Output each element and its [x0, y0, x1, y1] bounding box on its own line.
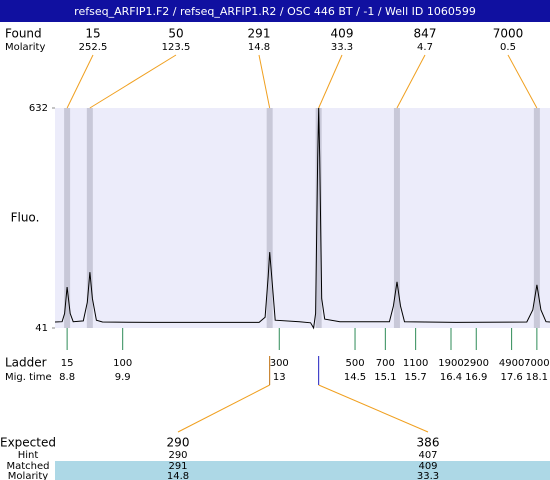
found-molarity: 123.5 [162, 42, 191, 53]
expected-connector [318, 384, 429, 433]
expected-connector [177, 384, 270, 433]
found-connector [318, 54, 343, 109]
ladder-size: 7000 [524, 358, 549, 369]
found-molarity: 0.5 [500, 42, 516, 53]
mig-time: 18.1 [526, 372, 548, 383]
mig-time: 14.5 [344, 372, 366, 383]
mig-time: 8.8 [59, 372, 75, 383]
expected-matched: 409 [418, 461, 437, 472]
found-connector [89, 54, 177, 109]
mig-time: 17.6 [500, 372, 522, 383]
ladder-size: 500 [345, 358, 364, 369]
peak-band [86, 108, 93, 328]
expected-molarity: 33.3 [417, 471, 439, 480]
found-size: 15 [85, 27, 100, 41]
found-size: 50 [168, 27, 183, 41]
found-label: Found [5, 27, 42, 41]
trace [54, 107, 550, 330]
found-size: 409 [331, 27, 354, 41]
mig-time: 9.9 [115, 372, 131, 383]
ladder-size: 2900 [464, 358, 489, 369]
title-bar [0, 0, 550, 22]
peak-band [64, 108, 71, 328]
molarity-label: Molarity [5, 42, 45, 53]
found-size: 291 [248, 27, 271, 41]
peak-band [266, 108, 273, 328]
expected-values: 290 [167, 436, 190, 450]
mig-time-label: Mig. time [5, 372, 52, 383]
ladder-size: 700 [376, 358, 395, 369]
found-connector [507, 54, 538, 109]
expected-row-label: Hint [18, 450, 39, 461]
expected-molarity: 14.8 [167, 471, 189, 480]
expected-hint: 407 [418, 450, 437, 461]
mig-time: 16.9 [465, 372, 487, 383]
expected-row-label: Expected [0, 436, 56, 450]
mig-time: 13 [273, 372, 286, 383]
found-size: 7000 [493, 27, 524, 41]
y-tick-label: 41 [35, 323, 48, 334]
found-connector [258, 54, 271, 109]
ladder-size: 4900 [499, 358, 524, 369]
ladder-size: 15 [61, 358, 74, 369]
expected-hint: 290 [168, 450, 187, 461]
matched-band [55, 461, 550, 480]
plot-area [55, 108, 550, 328]
mig-time: 16.4 [440, 372, 462, 383]
mig-time: 15.1 [374, 372, 396, 383]
y-axis-label: Fluo. [11, 211, 40, 225]
peak-band [393, 108, 400, 328]
found-size: 847 [414, 27, 437, 41]
expected-row-label: Matched [6, 461, 49, 472]
found-molarity: 14.8 [248, 42, 270, 53]
ladder-size: 300 [270, 358, 289, 369]
found-molarity: 33.3 [331, 42, 353, 53]
peak-band [315, 108, 322, 328]
expected-row-label: Molarity [8, 471, 48, 480]
title: refseq_ARFIP1.F2 / refseq_ARFIP1.R2 / OS… [74, 5, 476, 18]
found-molarity: 252.5 [79, 42, 108, 53]
expected-matched: 291 [168, 461, 187, 472]
ladder-size: 1900 [438, 358, 463, 369]
peak-band [533, 108, 540, 328]
expected-values: 386 [417, 436, 440, 450]
y-tick-label: 632 [29, 103, 48, 114]
found-molarity: 4.7 [417, 42, 433, 53]
mig-time: 15.7 [405, 372, 427, 383]
found-connector [66, 54, 94, 109]
ladder-size: 100 [113, 358, 132, 369]
ladder-size: 1100 [403, 358, 428, 369]
ladder-label: Ladder [5, 356, 47, 370]
found-connector [396, 54, 426, 109]
